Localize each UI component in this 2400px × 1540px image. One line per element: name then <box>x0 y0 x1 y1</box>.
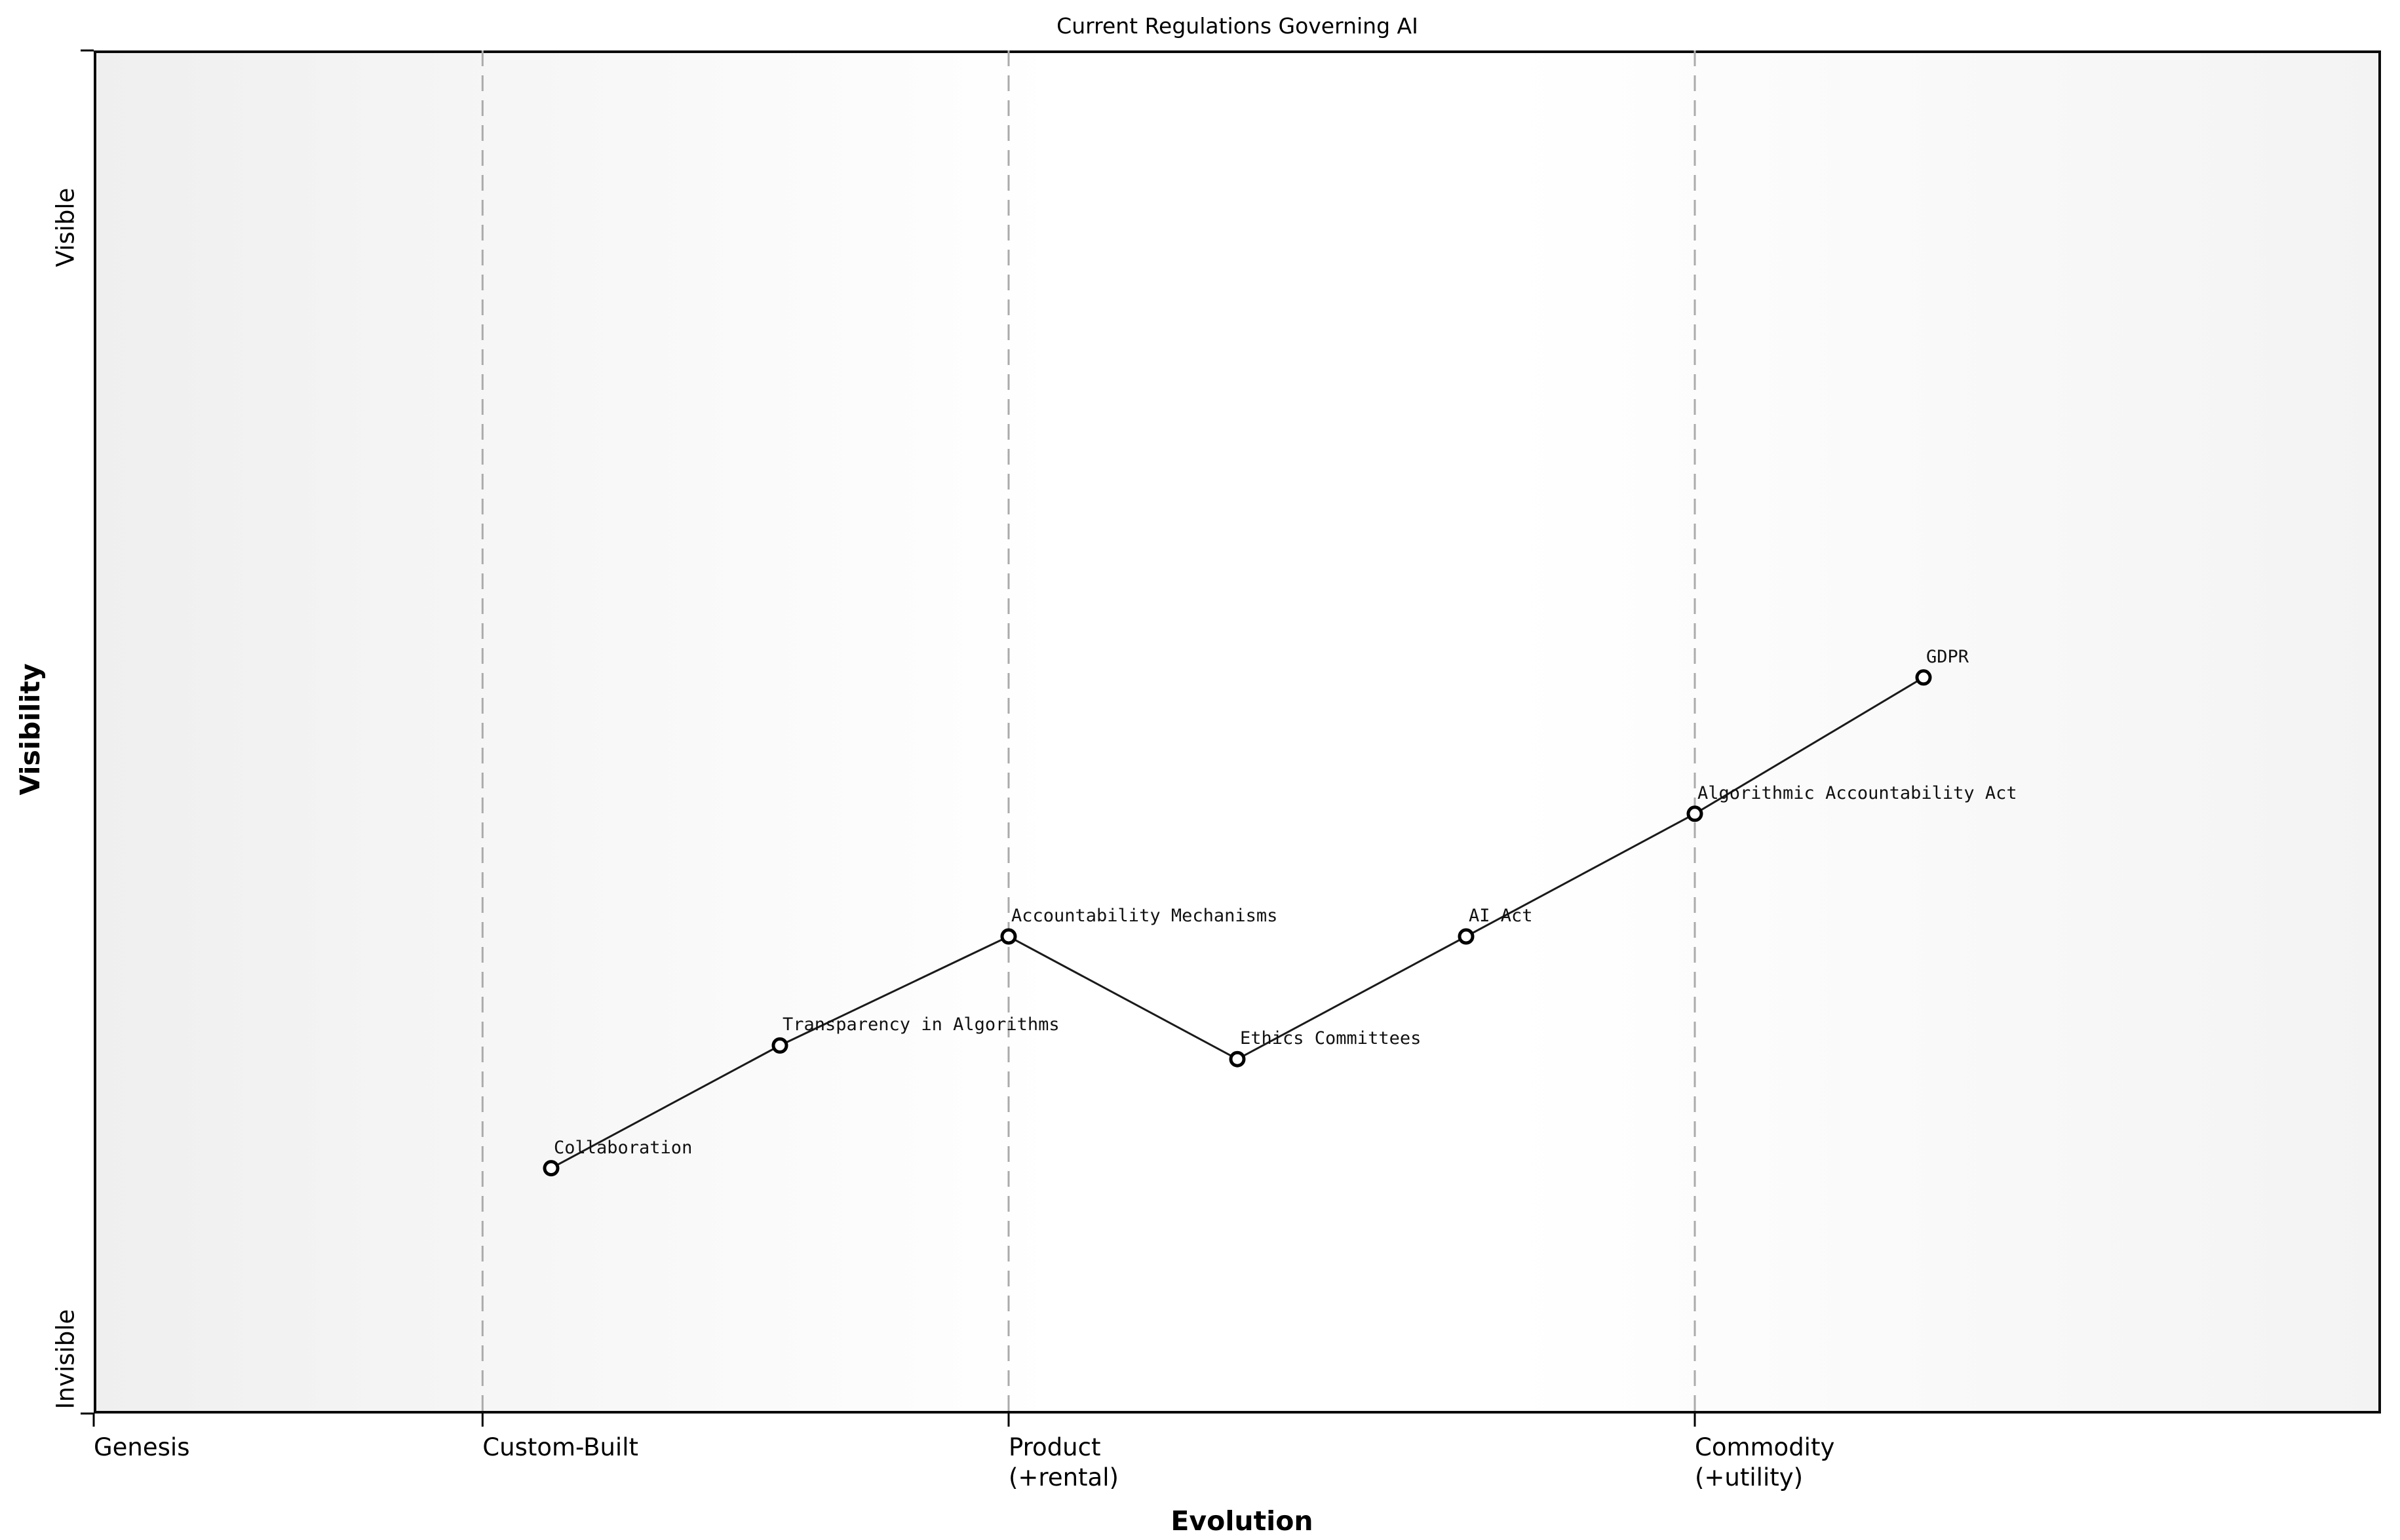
chart-title: Current Regulations Governing AI <box>1056 13 1418 39</box>
data-point-label: Accountability Mechanisms <box>1011 906 1278 926</box>
y-tick-label: Invisible <box>51 1309 80 1410</box>
plot-area <box>94 50 2381 1414</box>
x-tick-label: Custom-Built <box>482 1433 638 1461</box>
data-point-label: GDPR <box>1926 646 1969 667</box>
data-point-label: Transparency in Algorithms <box>783 1014 1060 1035</box>
x-axis-label: Evolution <box>1171 1505 1313 1537</box>
x-tick-label: Genesis <box>94 1433 190 1461</box>
data-point-label: Ethics Committees <box>1240 1028 1422 1049</box>
x-tick-label: Product (+rental) <box>1009 1433 1119 1492</box>
data-point-label: Collaboration <box>554 1137 693 1158</box>
data-point-label: Algorithmic Accountability Act <box>1697 782 2017 803</box>
x-tick-label: Commodity (+utility) <box>1695 1433 1835 1492</box>
y-axis-label: Visibility <box>14 663 46 796</box>
y-tick-label: Visible <box>51 187 80 267</box>
data-point-label: AI Act <box>1469 906 1533 926</box>
